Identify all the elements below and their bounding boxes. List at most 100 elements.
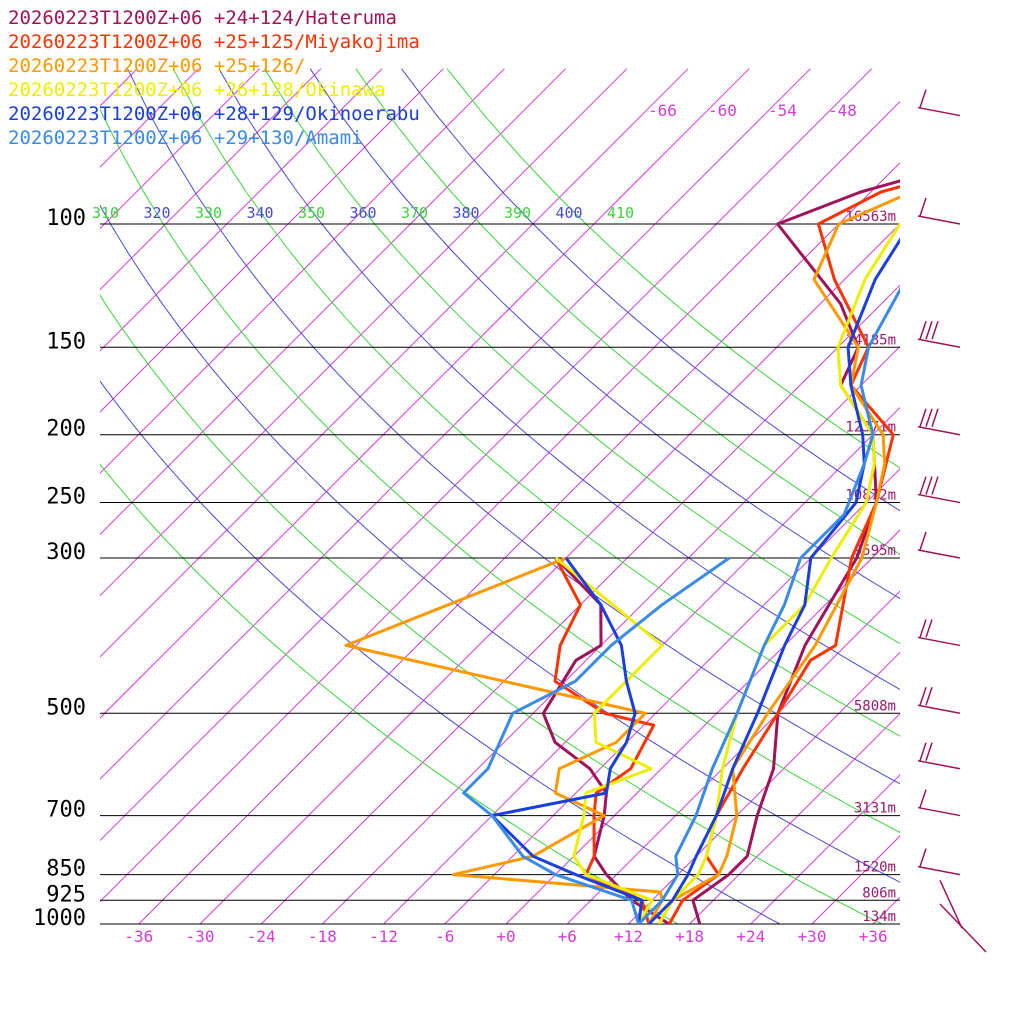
dry-adiabat-label: 380 — [453, 204, 480, 222]
temperature-line — [657, 222, 900, 924]
dry-adiabat-line — [309, 68, 900, 600]
wind-barb — [939, 879, 963, 929]
dewpoint-profiles — [344, 556, 731, 924]
dewpoint-line — [541, 556, 671, 924]
isotherm-line — [100, 68, 505, 474]
legend: 20260223T1200Z+06 +24+124/Hateruma202602… — [8, 7, 420, 149]
wind-barb — [917, 89, 961, 117]
temperature-tick-label: -24 — [247, 927, 276, 946]
dry-adiabat-label: 390 — [504, 204, 531, 222]
dry-adiabat-label: 370 — [401, 204, 428, 222]
isotherm-line — [100, 68, 322, 291]
height-label: 3131m — [854, 801, 896, 817]
isotherm-line — [100, 68, 567, 536]
isotherm-line — [750, 774, 900, 924]
pressure-label: 500 — [46, 695, 86, 720]
wind-barb — [917, 476, 961, 504]
isotherm-line — [100, 68, 811, 780]
isotherm-line — [934, 69, 1024, 924]
dewpoint-line — [462, 556, 731, 924]
wind-barb — [917, 321, 961, 349]
pressure-label: 100 — [46, 206, 86, 231]
wind-barb — [917, 789, 961, 817]
temperature-line — [657, 195, 900, 924]
isotherm-line — [100, 68, 261, 230]
dry-adiabat-label: 410 — [607, 204, 634, 222]
pressure-label: 250 — [46, 485, 86, 510]
dry-adiabat-line — [100, 204, 900, 883]
isotherm-label: -48 — [828, 101, 857, 120]
temperature-tick-label: -12 — [369, 927, 398, 946]
isotherm-line — [444, 468, 900, 924]
dewpoint-line — [344, 556, 664, 924]
dry-adiabat-label: 350 — [298, 204, 325, 222]
isotherm-line — [322, 345, 900, 924]
dry-adiabat-label: 340 — [247, 204, 274, 222]
legend-entry: 20260223T1200Z+06 +28+129/Okinoerabu — [8, 103, 420, 125]
dry-adiabat-label: 360 — [350, 204, 377, 222]
isotherm-line — [628, 651, 900, 924]
isotherm-line — [566, 590, 900, 924]
isotherm-line — [138, 162, 900, 924]
temperature-tick-label: +6 — [558, 927, 577, 946]
pressure-label: 300 — [46, 540, 86, 565]
temperature-line — [637, 286, 900, 924]
temperature-tick-label: +30 — [798, 927, 827, 946]
isotherm-line — [100, 68, 873, 842]
dry-adiabat-line — [100, 463, 679, 924]
legend-entry: 20260223T1200Z+06 +25+126/ — [8, 55, 305, 77]
isotherm-line — [383, 406, 900, 924]
temperature-line — [647, 237, 900, 924]
temperature-tick-label: -36 — [124, 927, 153, 946]
dry-adiabat-labels: 310 320 330 340 350 360 370 380 390 400 410 — [92, 204, 634, 222]
dry-adiabat-label: 320 — [144, 204, 171, 222]
temperature-tick-label: -18 — [308, 927, 337, 946]
isotherm-labels: -66 -60 -54 -48 — [648, 101, 857, 120]
temperature-tick-label: +12 — [614, 927, 643, 946]
isotherm-line — [100, 68, 628, 597]
temperature-tick-label: -30 — [186, 927, 215, 946]
isotherm-label: -66 — [648, 101, 677, 120]
isotherm-line — [100, 68, 383, 352]
dry-adiabat-line — [218, 68, 900, 691]
dry-adiabat-label: 330 — [195, 204, 222, 222]
temperature-tick-label: +0 — [496, 927, 515, 946]
isotherm-line — [199, 223, 900, 924]
wind-barb — [917, 197, 961, 225]
temperature-profiles — [637, 179, 900, 924]
isotherm-line — [260, 284, 900, 924]
height-label: 806m — [862, 885, 896, 901]
dry-adiabat-label: 400 — [556, 204, 583, 222]
dry-adiabat-line — [355, 68, 900, 555]
wind-barb — [917, 408, 961, 436]
pressure-level-lines — [100, 223, 900, 925]
isotherm-line — [100, 100, 900, 903]
dry-adiabat-label: 310 — [92, 204, 119, 222]
height-label: 16563m — [845, 209, 896, 225]
temperature-tick-label: +36 — [859, 927, 888, 946]
temperature-tick-label: -6 — [435, 927, 454, 946]
wind-barb — [917, 531, 961, 559]
wind-barb — [917, 619, 961, 647]
pressure-label: 700 — [46, 798, 86, 823]
legend-entry: 20260223T1200Z+06 +25+125/Miyakojima — [8, 31, 420, 53]
legend-entry: 20260223T1200Z+06 +24+124/Hateruma — [8, 7, 397, 29]
dewpoint-line — [554, 556, 664, 924]
temperature-tick-label: +24 — [736, 927, 765, 946]
pressure-label: 200 — [46, 417, 86, 442]
isotherm-line — [996, 69, 1024, 924]
wind-barb — [917, 848, 961, 876]
height-label: 5808m — [854, 698, 896, 714]
dewpoint-line — [490, 557, 644, 924]
isotherm-line — [100, 68, 444, 413]
dry-adiabat-line — [401, 68, 900, 512]
pressure-label: 1000 — [33, 906, 86, 931]
isotherm-line — [505, 529, 900, 924]
dry-adiabat-line — [264, 68, 900, 645]
legend-entry: 20260223T1200Z+06 +29+130/Amami — [8, 127, 363, 149]
isotherm-line — [100, 68, 199, 168]
temperature-tick-labels: -36 -30 -24 -18 -12 -6 +0 +6 +12 +18 +24 +30 +36 — [124, 927, 887, 946]
dry-adiabat-line — [100, 380, 781, 924]
